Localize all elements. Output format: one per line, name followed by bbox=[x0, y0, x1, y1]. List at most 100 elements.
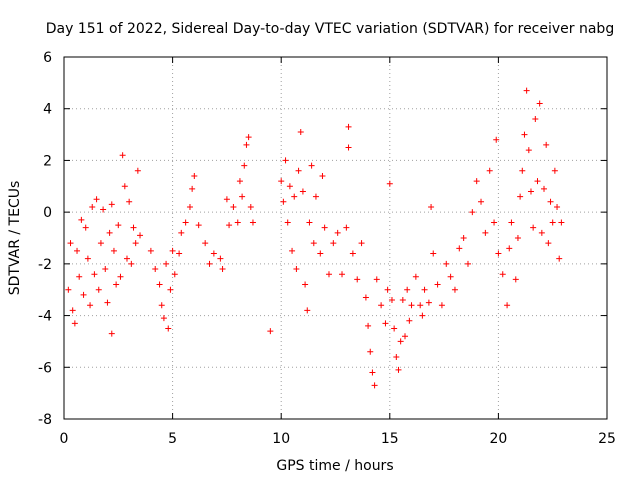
data-point bbox=[451, 286, 458, 293]
data-point bbox=[178, 229, 185, 236]
data-point bbox=[243, 141, 250, 148]
data-point bbox=[371, 382, 378, 389]
data-point bbox=[67, 240, 74, 247]
data-point bbox=[102, 266, 109, 273]
data-point bbox=[558, 219, 565, 226]
data-point bbox=[134, 167, 141, 174]
data-point bbox=[362, 294, 369, 301]
data-point bbox=[349, 250, 356, 257]
data-point bbox=[406, 317, 413, 324]
data-point bbox=[345, 123, 352, 130]
data-point bbox=[289, 247, 296, 254]
data-point bbox=[508, 219, 515, 226]
data-point bbox=[137, 232, 144, 239]
x-tick-label: 25 bbox=[598, 431, 616, 447]
data-point bbox=[239, 193, 246, 200]
x-tick-label: 5 bbox=[168, 431, 177, 447]
data-point bbox=[217, 255, 224, 262]
data-point bbox=[189, 185, 196, 192]
data-point bbox=[121, 183, 128, 190]
data-point bbox=[345, 144, 352, 151]
data-point bbox=[80, 291, 87, 298]
data-point bbox=[308, 162, 315, 169]
data-point bbox=[514, 235, 521, 241]
data-point bbox=[206, 260, 213, 267]
data-point bbox=[191, 172, 198, 179]
data-point bbox=[163, 260, 170, 267]
data-point bbox=[123, 255, 130, 262]
data-point bbox=[234, 219, 241, 226]
y-tick-label: 6 bbox=[43, 50, 52, 66]
data-point bbox=[334, 229, 341, 236]
data-point bbox=[549, 219, 556, 226]
y-tick-labels: -8 -6 -4 -2 0 2 4 6 bbox=[38, 50, 52, 428]
data-point bbox=[210, 250, 217, 257]
data-point bbox=[460, 235, 467, 241]
data-point bbox=[473, 178, 480, 185]
data-point bbox=[541, 185, 548, 192]
data-point bbox=[378, 302, 385, 309]
data-point bbox=[65, 286, 72, 293]
data-point bbox=[106, 229, 113, 236]
data-point bbox=[491, 219, 498, 226]
data-point bbox=[532, 116, 539, 123]
data-point bbox=[100, 206, 107, 213]
data-point bbox=[117, 273, 124, 280]
data-point bbox=[388, 297, 395, 304]
data-point bbox=[428, 203, 435, 210]
y-tick-label: -4 bbox=[38, 309, 52, 325]
data-point bbox=[343, 224, 350, 231]
data-point bbox=[545, 240, 552, 247]
data-points bbox=[65, 87, 565, 389]
data-point bbox=[113, 281, 120, 288]
data-point bbox=[402, 333, 409, 340]
data-point bbox=[76, 273, 83, 280]
data-point bbox=[176, 250, 183, 257]
data-point bbox=[395, 366, 402, 373]
data-point bbox=[74, 247, 81, 254]
data-point bbox=[443, 260, 450, 267]
data-point bbox=[554, 203, 561, 210]
data-point bbox=[171, 271, 178, 278]
data-point bbox=[236, 178, 243, 185]
data-point bbox=[464, 260, 471, 267]
data-point bbox=[319, 172, 326, 179]
data-point bbox=[317, 250, 324, 257]
y-tick-label: 4 bbox=[43, 102, 52, 118]
data-point bbox=[321, 224, 328, 231]
data-point bbox=[330, 240, 337, 247]
y-tick-label: -8 bbox=[38, 412, 52, 428]
y-tick-label: -2 bbox=[38, 257, 52, 273]
data-point bbox=[538, 229, 545, 236]
data-point bbox=[186, 203, 193, 210]
data-point bbox=[230, 203, 237, 210]
data-point bbox=[245, 134, 252, 141]
data-point bbox=[339, 271, 346, 278]
grid bbox=[64, 57, 607, 419]
data-point bbox=[71, 320, 78, 327]
data-point bbox=[84, 255, 91, 262]
x-tick-labels: 0 5 10 15 20 25 bbox=[60, 431, 616, 447]
data-point bbox=[373, 276, 380, 283]
plot-frame bbox=[63, 56, 608, 420]
data-point bbox=[365, 322, 372, 329]
x-tick-label: 0 bbox=[60, 431, 69, 447]
data-point bbox=[219, 266, 226, 273]
data-point bbox=[421, 286, 428, 293]
data-point bbox=[447, 273, 454, 280]
data-point bbox=[523, 87, 530, 94]
data-point bbox=[147, 247, 154, 254]
data-point bbox=[367, 348, 374, 355]
data-point bbox=[69, 307, 76, 314]
data-point bbox=[499, 271, 506, 278]
data-point bbox=[78, 216, 85, 223]
data-point bbox=[519, 167, 526, 174]
y-tick-label: 2 bbox=[43, 153, 52, 169]
data-point bbox=[93, 196, 100, 203]
data-point bbox=[369, 369, 376, 376]
data-point bbox=[110, 247, 117, 254]
data-point bbox=[482, 229, 489, 236]
data-point bbox=[249, 219, 256, 226]
data-point bbox=[430, 250, 437, 257]
